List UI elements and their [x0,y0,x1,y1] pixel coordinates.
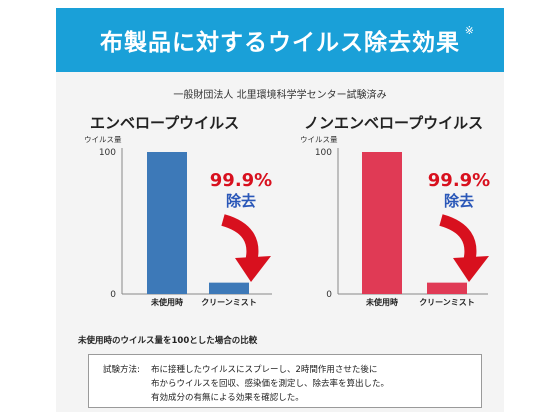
bar [427,282,467,294]
category-label: 未使用時 [150,297,183,307]
reduction-percent: 99.9% [428,170,490,191]
test-method-box: 試験方法: 布に接種したウイルスにスプレーし、2時間作用させた後に 布からウイル… [88,354,482,408]
bar [147,152,187,294]
y-tick-label: 100 [99,148,116,158]
comparison-note: 未使用時のウイルス量を100とした場合の比較 [78,336,258,346]
test-method-line: 布に接種したウイルスにスプレーし、2時間作用させた後に [151,365,378,375]
reduction-percent: 99.9% [210,170,272,191]
y-axis-label-envelope: ウイルス量 [84,135,122,144]
arrow-head [453,256,489,282]
y-tick-label: 100 [315,148,332,158]
certification-text: 一般財団法人 北里環境科学学センター試験済み [173,90,387,101]
category-label: クリーンミスト [201,297,257,307]
footnote-mark: ※ [464,24,474,37]
page-title: 布製品に対するウイルス除去効果 [100,30,460,56]
test-method-line: 布からウイルスを回収、感染価を測定し、除去率を算出した。 [151,379,390,389]
reduction-label: 除去 [444,192,474,210]
reduction-arrow [439,214,477,264]
y-tick-label: 0 [110,290,116,300]
y-tick-label: 0 [326,290,332,300]
category-label: クリーンミスト [419,297,475,307]
bar [362,152,402,294]
panel-title-non-envelope: ノンエンベロープウイルス [304,114,484,132]
header-banner: 布製品に対するウイルス除去効果 ※ [56,8,504,72]
panel-title-envelope: エンベロープウイルス [90,114,240,132]
category-label: 未使用時 [365,297,398,307]
reduction-label: 除去 [226,192,256,210]
bar [209,282,249,294]
test-method-label: 試験方法: [103,365,140,375]
test-method-line: 有効成分の有無による効果を確認した。 [151,393,304,403]
arrow-head [235,256,271,282]
reduction-arrow [221,214,259,264]
y-axis-label-non-envelope: ウイルス量 [300,135,338,144]
content-area: 一般財団法人 北里環境科学学センター試験済み エンベロープウイルス ノンエンベロ… [56,72,504,412]
